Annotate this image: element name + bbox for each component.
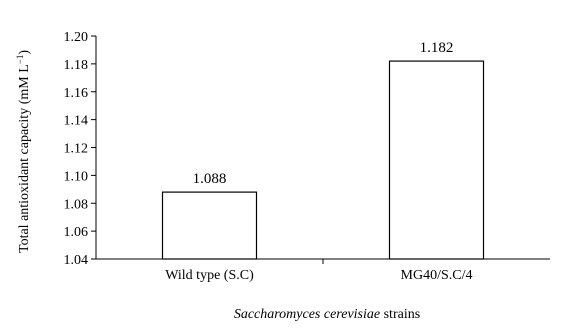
- y-tick-label: 1.04: [64, 253, 89, 268]
- y-tick-label: 1.14: [64, 114, 89, 129]
- y-tick-label: 1.10: [64, 169, 89, 184]
- x-category-label: MG40/S.C/4: [401, 268, 473, 283]
- y-tick-label: 1.16: [64, 86, 89, 101]
- y-tick-label: 1.12: [64, 142, 89, 157]
- bar: [161, 191, 258, 260]
- y-axis-title-close: ): [17, 50, 32, 55]
- x-axis-title: Saccharomyces cerevisiae strains: [234, 307, 420, 322]
- y-axis-ticks: 1.04 1.06 1.08 1.10 1.12 1.14 1.16 1.18 1.20: [64, 30, 96, 268]
- y-tick-label: 1.18: [64, 58, 89, 73]
- y-tick-label: 1.08: [64, 197, 89, 212]
- bar-data-label: 1.182: [420, 40, 454, 56]
- bar-data-label: 1.088: [193, 171, 227, 187]
- bars: [161, 60, 485, 260]
- data-labels: 1.088 1.182: [193, 40, 454, 187]
- x-axis-title-species: Saccharomyces cerevisiae: [234, 307, 380, 322]
- y-axis-title: Total antioxidant capacity (mM L−1): [15, 50, 32, 253]
- x-axis-ticks: Wild type (S.C) MG40/S.C/4: [165, 259, 472, 283]
- y-axis-title-superscript: −1: [15, 55, 25, 65]
- y-axis-title-main: Total antioxidant capacity (mM L: [17, 64, 32, 253]
- bar: [388, 60, 485, 260]
- x-category-label: Wild type (S.C): [165, 268, 254, 283]
- y-tick-label: 1.06: [64, 225, 89, 240]
- x-axis-title-rest: strains: [380, 307, 420, 322]
- y-tick-label: 1.20: [64, 30, 89, 45]
